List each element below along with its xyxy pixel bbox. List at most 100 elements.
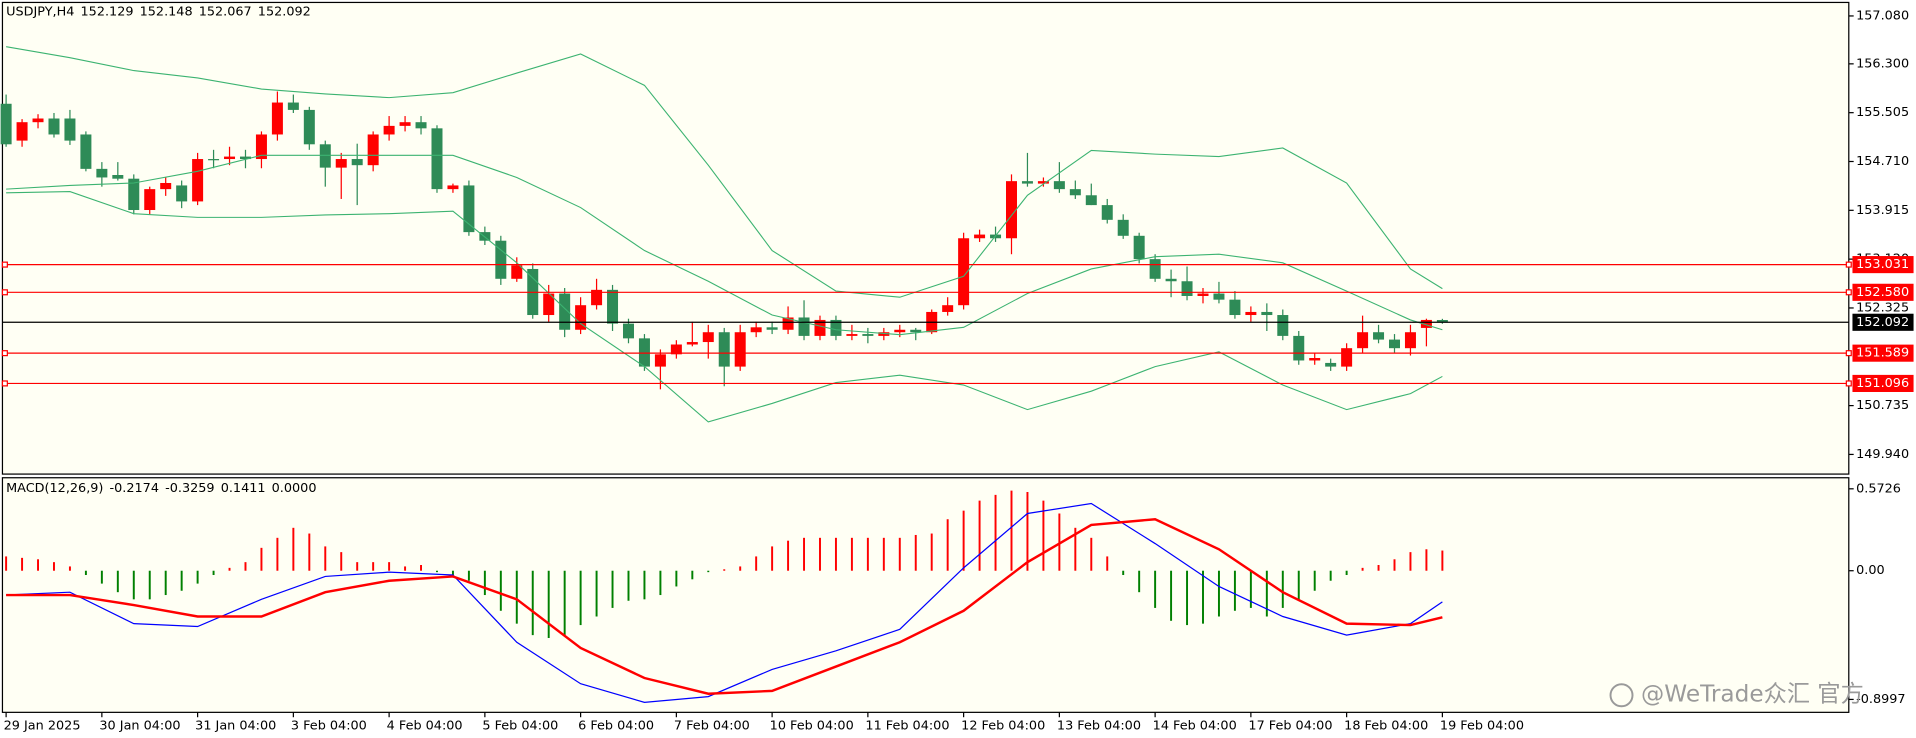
candle-body	[575, 305, 587, 330]
candle-body	[1085, 195, 1097, 206]
candle-body	[1117, 219, 1129, 236]
candle-body	[607, 289, 619, 324]
candle-body	[16, 122, 28, 141]
level-label: 152.580	[1856, 285, 1909, 300]
level-label: 152.092	[1856, 315, 1909, 330]
candle-body	[958, 238, 970, 306]
candle-body	[830, 319, 842, 336]
level-handle	[1, 350, 8, 357]
macd-line	[6, 502, 1443, 703]
level-label: 153.031	[1856, 257, 1909, 272]
candle-body	[782, 317, 794, 330]
x-tick-label: 4 Feb 04:00	[387, 718, 463, 733]
candle-body	[303, 109, 315, 145]
candle-body	[942, 305, 954, 312]
x-tick-label: 7 Feb 04:00	[674, 718, 750, 733]
candle-body	[638, 338, 650, 367]
candle-body	[878, 332, 890, 336]
candle-body	[1245, 311, 1257, 316]
candle-body	[814, 319, 826, 336]
candle-body	[447, 185, 459, 190]
ohlc-readout: 152.092	[258, 5, 311, 20]
level-label-box	[1852, 256, 1914, 274]
candle-body	[591, 289, 603, 306]
level-handle	[1, 261, 8, 268]
candle-body	[1404, 332, 1416, 349]
y-tick-label: 155.505	[1856, 105, 1909, 120]
watermark: @WeTrade众汇 官方	[1641, 681, 1864, 708]
y-tick-label: 0.5726	[1856, 481, 1901, 496]
candle-body	[702, 332, 714, 343]
candle-body	[255, 134, 267, 160]
candle-body	[910, 329, 922, 333]
x-tick-label: 6 Feb 04:00	[578, 718, 654, 733]
candle-body	[1420, 319, 1432, 328]
indicator-readout: -0.2174	[110, 481, 159, 496]
level-label: 151.589	[1856, 346, 1909, 361]
candle-body	[750, 327, 762, 333]
candle-body	[1005, 181, 1017, 239]
watermark-icon	[1609, 683, 1634, 708]
watermark-group: @WeTrade众汇 官方	[1609, 681, 1864, 708]
candle-body	[96, 168, 108, 178]
candle-body	[1373, 332, 1385, 340]
bollinger-band	[6, 191, 1443, 423]
candle-body	[463, 185, 475, 233]
x-tick-label: 11 Feb 04:00	[865, 718, 949, 733]
ohlc-readout: 152.067	[199, 5, 252, 20]
y-tick-label: 149.940	[1856, 447, 1909, 462]
candle-body	[1325, 362, 1337, 367]
candle-body	[894, 329, 906, 333]
candle-body	[1341, 348, 1353, 367]
candle-body	[1037, 181, 1049, 184]
level-label-box	[1852, 374, 1914, 392]
level-handle	[1845, 350, 1852, 357]
candle-body	[1133, 235, 1145, 260]
candle-body	[1149, 259, 1161, 279]
candle-body	[1436, 319, 1448, 323]
candle-body	[622, 323, 634, 339]
price-panel	[1, 1, 1850, 475]
level-label-box	[1852, 313, 1914, 331]
candle-body	[32, 118, 44, 123]
level-handle	[1845, 289, 1852, 296]
candle-body	[287, 102, 299, 110]
candle-body	[319, 144, 331, 168]
ohlc-readout: 152.148	[140, 5, 193, 20]
x-tick-label: 13 Feb 04:00	[1057, 718, 1141, 733]
bollinger-band	[6, 154, 1443, 336]
x-tick-label: 12 Feb 04:00	[961, 718, 1045, 733]
candle-body	[1069, 189, 1081, 196]
candle-body	[559, 293, 571, 330]
candle-body	[224, 156, 236, 160]
macd-panel	[1, 477, 1850, 713]
y-tick-label: 156.300	[1856, 56, 1909, 71]
x-tick-label: 30 Jan 04:00	[99, 718, 180, 733]
candle-body	[1101, 205, 1113, 220]
candle-body	[367, 134, 379, 166]
candle-body	[128, 178, 140, 211]
candle-body	[974, 234, 986, 239]
candle-body	[1021, 181, 1033, 184]
candle-body	[160, 182, 172, 190]
x-tick-label: 3 Feb 04:00	[291, 718, 367, 733]
y-tick-label: 152.325	[1856, 300, 1909, 315]
candle-body	[80, 134, 92, 169]
candle-body	[846, 334, 858, 336]
candle-body	[208, 159, 220, 161]
candle-body	[495, 240, 507, 279]
level-label: 151.096	[1856, 376, 1909, 391]
instrument-title: USDJPY,H4	[6, 5, 74, 20]
candle-body	[734, 332, 746, 367]
candle-body	[1165, 278, 1177, 282]
candle-body	[1213, 293, 1225, 300]
level-handle	[1, 380, 8, 387]
candle-body	[415, 122, 427, 129]
candle-body	[1309, 358, 1321, 361]
candle-body	[1229, 299, 1241, 316]
candle-body	[176, 185, 188, 202]
x-tick-label: 5 Feb 04:00	[482, 718, 558, 733]
level-handle	[1845, 261, 1852, 268]
candle-body	[383, 125, 395, 135]
